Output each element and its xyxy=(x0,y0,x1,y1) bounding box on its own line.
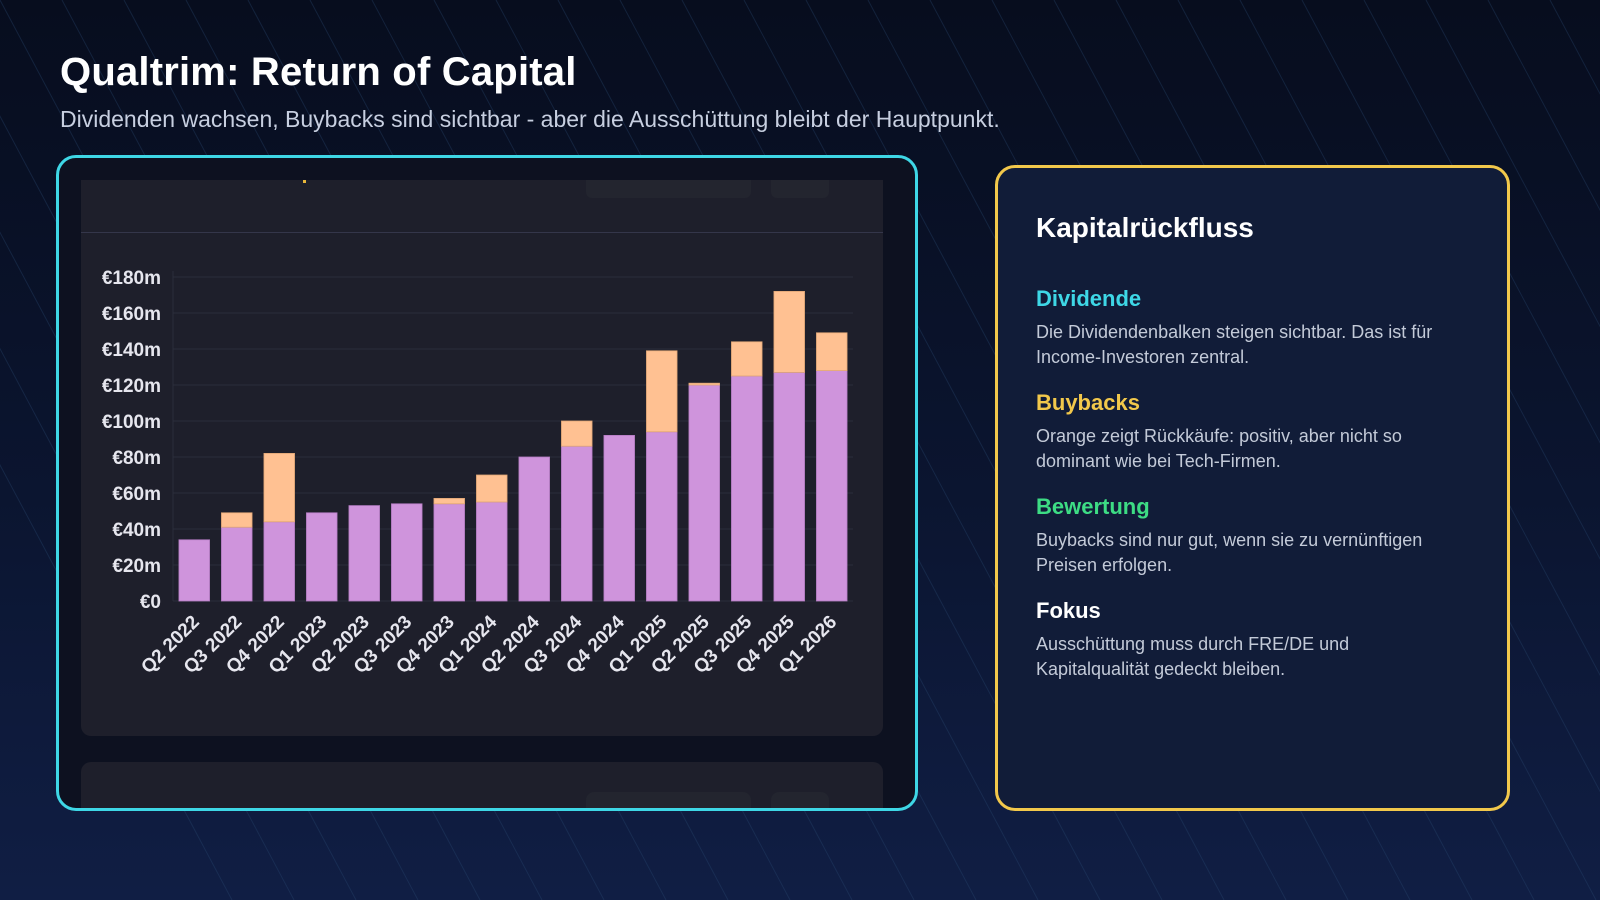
y-tick-label: €80m xyxy=(112,448,161,469)
bar-dividend xyxy=(731,375,763,602)
chart-frame: €0 €20m €40m €60m €80m €100m €120m €140m €160m €1… xyxy=(56,155,918,811)
bar-dividend xyxy=(561,445,593,602)
section-text-buybacks: Orange zeigt Rückkäufe: positiv, aber ni… xyxy=(1036,426,1402,471)
bar-dividend xyxy=(603,434,635,602)
background-line xyxy=(1363,0,1600,444)
background-line xyxy=(1549,0,1600,95)
page-subtitle: Dividenden wachsen, Buybacks sind sichtb… xyxy=(60,106,1000,132)
y-tick-label: €140m xyxy=(102,340,161,361)
y-tick-label: €0 xyxy=(140,592,161,613)
bar-buyback xyxy=(646,350,678,433)
section-focus: Fokus Ausschüttung muss durch FRE/DE und… xyxy=(1036,598,1436,682)
section-heading-focus: Fokus xyxy=(1036,598,1101,623)
section-text-valuation: Buybacks sind nur gut, wenn sie zu vernü… xyxy=(1036,530,1423,575)
bar-buyback xyxy=(263,452,295,523)
y-tick-label: €120m xyxy=(102,376,161,397)
y-tick-label: €160m xyxy=(102,304,161,325)
bar-dividend xyxy=(391,503,423,602)
y-tick-label: €20m xyxy=(112,556,161,577)
bar-buyback xyxy=(816,332,848,372)
bar-buyback xyxy=(773,291,805,373)
bar-dividend xyxy=(688,384,720,602)
bar-dividend xyxy=(263,521,295,602)
bar-buyback xyxy=(561,420,593,447)
section-valuation: Bewertung Buybacks sind nur gut, wenn si… xyxy=(1036,494,1436,578)
bar-dividend xyxy=(816,370,848,602)
bar-dividend xyxy=(178,539,210,602)
bar-buyback xyxy=(433,497,465,505)
page-title: Qualtrim: Return of Capital xyxy=(60,50,577,94)
section-buybacks: Buybacks Orange zeigt Rückkäufe: positiv… xyxy=(1036,390,1436,474)
y-tick-label: €180m xyxy=(102,268,161,289)
section-heading-valuation: Bewertung xyxy=(1036,494,1150,519)
chart-header-divider xyxy=(81,232,883,233)
background-line xyxy=(1425,0,1600,328)
panel-title: Kapitalrückfluss xyxy=(1036,212,1254,243)
bar-dividend xyxy=(518,456,550,602)
y-tick-label: €60m xyxy=(112,484,161,505)
section-text-focus: Ausschüttung muss durch FRE/DE und Kapit… xyxy=(1036,634,1350,679)
section-heading-buybacks: Buybacks xyxy=(1036,390,1140,415)
background-line xyxy=(1487,0,1600,212)
chart-header-control xyxy=(586,180,751,198)
bar-buyback xyxy=(221,512,253,528)
bar-dividend xyxy=(773,371,805,602)
secondary-chart-card xyxy=(81,762,883,808)
y-tick-label: €40m xyxy=(112,520,161,541)
chart-card: €0 €20m €40m €60m €80m €100m €120m €140m €160m €1… xyxy=(81,180,883,736)
y-tick-label: €100m xyxy=(102,412,161,433)
bar-dividend xyxy=(306,512,338,602)
bar-dividend xyxy=(476,501,508,602)
bar-dividend xyxy=(221,526,253,602)
bar-dividend xyxy=(433,503,465,602)
section-text-dividend: Die Dividendenbalken steigen sichtbar. D… xyxy=(1036,322,1433,367)
secondary-chart-control xyxy=(771,792,829,808)
background-line xyxy=(1301,0,1600,560)
bar-buyback xyxy=(731,341,763,377)
bar-dividend xyxy=(646,431,678,602)
bar-dividend xyxy=(348,505,380,602)
bar-buyback xyxy=(688,382,720,386)
chart-header-control xyxy=(771,180,829,198)
bar-buyback xyxy=(476,474,508,503)
secondary-chart-control xyxy=(586,792,751,808)
capital-return-panel: Kapitalrückfluss Dividende Die Dividende… xyxy=(995,165,1510,811)
chart-top-marker xyxy=(303,180,306,183)
return-of-capital-chart: €0 €20m €40m €60m €80m €100m €120m €140m €160m €1… xyxy=(102,268,853,678)
section-dividend: Dividende Die Dividendenbalken steigen s… xyxy=(1036,286,1436,370)
section-heading-dividend: Dividende xyxy=(1036,286,1142,311)
